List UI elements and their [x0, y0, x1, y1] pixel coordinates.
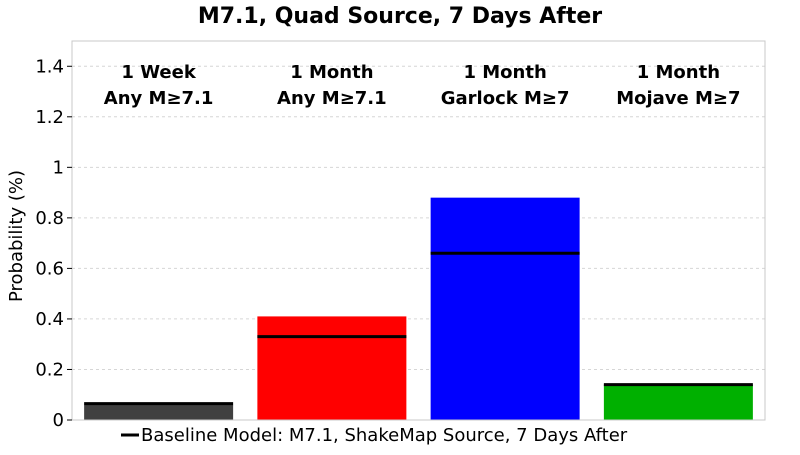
bar [84, 404, 234, 420]
category-label: 1 Month [463, 62, 546, 83]
y-tick-label: 1 [53, 157, 64, 178]
plot-frame [71, 40, 766, 421]
y-tick-label: 1.2 [35, 107, 64, 128]
y-tick-label: 0 [53, 410, 64, 431]
bar [257, 316, 407, 420]
y-tick-label: 0.2 [35, 359, 64, 380]
bar [430, 197, 580, 420]
y-axis-ticks: 0 0.2 0.4 0.6 0.8 1 1.2 1.4 [35, 56, 72, 431]
category-labels: 1 Week Any M≥7.1 1 Month Any M≥7.1 1 Month Ga… [104, 62, 741, 109]
category-label: Any M≥7.1 [104, 88, 214, 109]
baseline-markers [84, 251, 753, 406]
legend: Baseline Model: M7.1, ShakeMap Source, 7… [121, 425, 628, 446]
category-label: Garlock M≥7 [441, 88, 570, 109]
y-tick-label: 0.6 [35, 258, 64, 279]
bar [603, 384, 753, 420]
chart-title: M7.1, Quad Source, 7 Days After [198, 4, 602, 29]
category-label: 1 Month [637, 62, 720, 83]
y-tick-label: 0.4 [35, 309, 64, 330]
category-label: Any M≥7.1 [277, 88, 387, 109]
category-label: Mojave M≥7 [616, 88, 740, 109]
grid-lines [72, 65, 765, 370]
category-label: 1 Week [121, 62, 196, 83]
y-tick-label: 0.8 [35, 208, 64, 229]
y-axis-label: Probability (%) [6, 170, 27, 302]
legend-baseline-label: Baseline Model: M7.1, ShakeMap Source, 7… [141, 425, 628, 446]
bars [84, 197, 753, 420]
y-tick-label: 1.4 [35, 56, 64, 77]
category-label: 1 Month [290, 62, 373, 83]
